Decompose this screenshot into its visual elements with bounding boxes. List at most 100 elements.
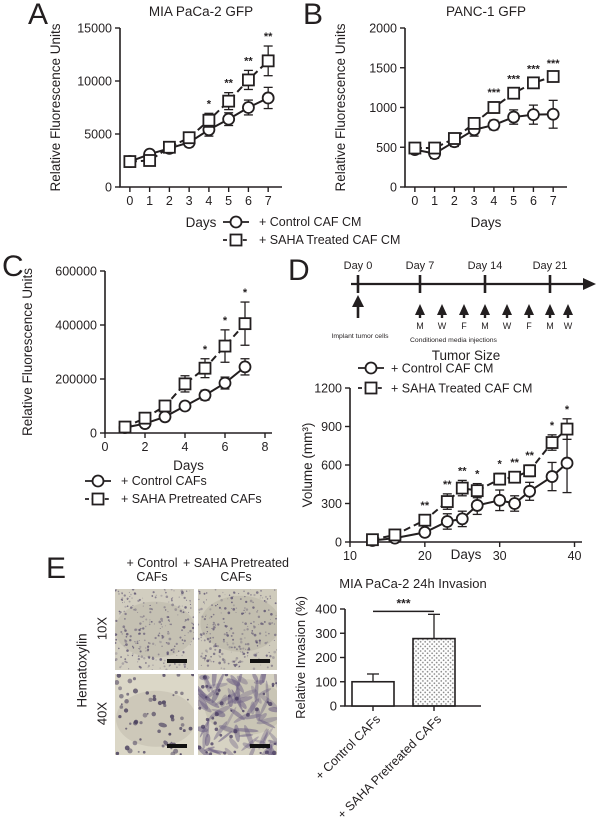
svg-text:3: 3 [471,194,478,208]
svg-text:300: 300 [315,626,337,641]
svg-text:**: ** [224,78,233,90]
svg-text:*: * [498,458,503,470]
svg-text:10000: 10000 [77,75,112,89]
magnification-label-40x: 40X [94,701,110,726]
svg-text:Day 21: Day 21 [533,260,568,272]
column-header-saha-cafs: + SAHA Pretreated CAFs [183,556,289,585]
svg-text:4: 4 [182,440,189,454]
svg-text:Days: Days [471,215,502,230]
svg-text:Conditioned media injections: Conditioned media injections [410,337,498,344]
svg-text:5000: 5000 [84,128,112,142]
svg-text:6: 6 [222,440,229,454]
legend-c: + Control CAFs + SAHA Pretreated CAFs [84,473,262,507]
svg-text:10: 10 [343,549,357,563]
svg-text:Relative Fluorescence Units: Relative Fluorescence Units [20,268,35,436]
svg-text:***: *** [547,58,561,70]
svg-text:*: * [207,98,212,110]
tumor-size-chart: 0 300 600 900 1200 10 20 30 40 Tumor Size Volume (… [298,348,600,568]
square-marker-icon [223,233,249,247]
svg-text:***: *** [507,73,521,85]
square-marker-icon [85,492,111,506]
stain-label-hematoxylin: Hematoxylin [74,633,90,708]
svg-text:*: * [203,344,208,356]
svg-text:**: ** [458,465,467,477]
scale-bar [250,744,270,748]
experiment-timeline-diagram: Day 0 Day 7 Day 14 Day 21 Implant tumor cell… [315,254,600,350]
svg-text:+ Control CAFs: + Control CAFs [313,712,384,783]
panc1-gfp-chart: 0 500 1000 1500 2000 0 1 2 3 4 5 6 7 PANC-1 GFP Relati… [305,0,585,237]
legend-label: + SAHA Treated CAF CM [259,233,401,247]
svg-text:20: 20 [418,549,432,563]
svg-text:**: ** [510,457,519,469]
svg-text:600: 600 [321,459,342,473]
invasion-bar-chart: 0 100 200 300 400 MIA PaCa-2 24h Invasion Rela… [293,574,530,839]
svg-text:*: * [565,404,570,416]
micrograph-10x-control [115,589,194,670]
circle-marker-icon [85,474,111,488]
svg-text:Days: Days [186,215,217,230]
svg-text:+ SAHA Treated CAF CM: + SAHA Treated CAF CM [391,382,532,396]
svg-text:W: W [503,321,512,331]
svg-text:M: M [416,321,424,331]
svg-text:100: 100 [315,674,337,689]
svg-text:Day 7: Day 7 [406,260,435,272]
svg-text:1: 1 [146,194,153,208]
legend-label: + Control CAFs [121,474,207,488]
svg-text:3: 3 [186,194,193,208]
svg-text:1: 1 [431,194,438,208]
svg-text:**: ** [525,450,534,462]
svg-text:900: 900 [321,420,342,434]
svg-text:*: * [550,420,555,432]
legend-label: + Control CAF CM [259,215,362,229]
circle-marker-icon [223,215,249,229]
legend-item-control-cafcm: + Control CAF CM [222,214,400,230]
svg-text:MIA PaCa-2 GFP: MIA PaCa-2 GFP [149,4,253,19]
svg-text:Day 14: Day 14 [468,260,503,272]
scale-bar [167,744,187,748]
svg-text:**: ** [421,500,430,512]
svg-text:4: 4 [205,194,212,208]
svg-text:2: 2 [142,440,149,454]
svg-text:***: *** [487,87,501,99]
svg-text:0: 0 [102,440,109,454]
svg-text:7: 7 [265,194,272,208]
legend-item-saha-cafs: + SAHA Pretreated CAFs [84,491,262,507]
svg-text:Relative Fluorescence Units: Relative Fluorescence Units [333,23,348,191]
svg-text:W: W [438,321,447,331]
svg-text:M: M [481,321,489,331]
svg-text:+ SAHA Pretreated CAFs: + SAHA Pretreated CAFs [335,712,444,821]
svg-text:1200: 1200 [314,382,342,396]
svg-text:*: * [475,469,480,481]
svg-text:Relative Fluorescence Units: Relative Fluorescence Units [48,23,63,191]
panel-e-label: E [46,552,67,585]
svg-text:4: 4 [490,194,497,208]
magnification-label-10x: 10X [94,616,110,641]
svg-text:PANC-1 GFP: PANC-1 GFP [446,4,526,19]
legend-item-control-cafs: + Control CAFs [84,473,262,489]
svg-text:0: 0 [330,699,337,714]
svg-text:40: 40 [568,549,582,563]
svg-text:Tumor Size: Tumor Size [432,348,501,363]
svg-text:Days: Days [173,458,204,473]
micrograph-40x-control [115,674,194,755]
svg-text:15000: 15000 [77,22,112,36]
svg-text:30: 30 [493,549,507,563]
svg-text:M: M [546,321,554,331]
micrograph-10x-saha [198,589,277,670]
mia-paca2-gfp-chart: 0 5000 10000 15000 0 1 2 3 4 5 6 7 MIA PaCa-2 GFP Rel… [20,0,300,237]
svg-text:6: 6 [245,194,252,208]
svg-text:F: F [461,321,467,331]
svg-text:*: * [243,287,248,299]
svg-text:***: *** [527,63,541,75]
scale-bar [167,659,187,663]
svg-text:**: ** [443,479,452,491]
legend-item-saha-cafcm: + SAHA Treated CAF CM [222,232,400,248]
svg-text:0: 0 [105,181,112,195]
svg-text:Days: Days [451,547,482,562]
svg-text:5: 5 [225,194,232,208]
svg-text:2: 2 [166,194,173,208]
svg-text:2: 2 [451,194,458,208]
svg-text:200000: 200000 [55,373,97,387]
micrograph-40x-saha [198,674,277,755]
